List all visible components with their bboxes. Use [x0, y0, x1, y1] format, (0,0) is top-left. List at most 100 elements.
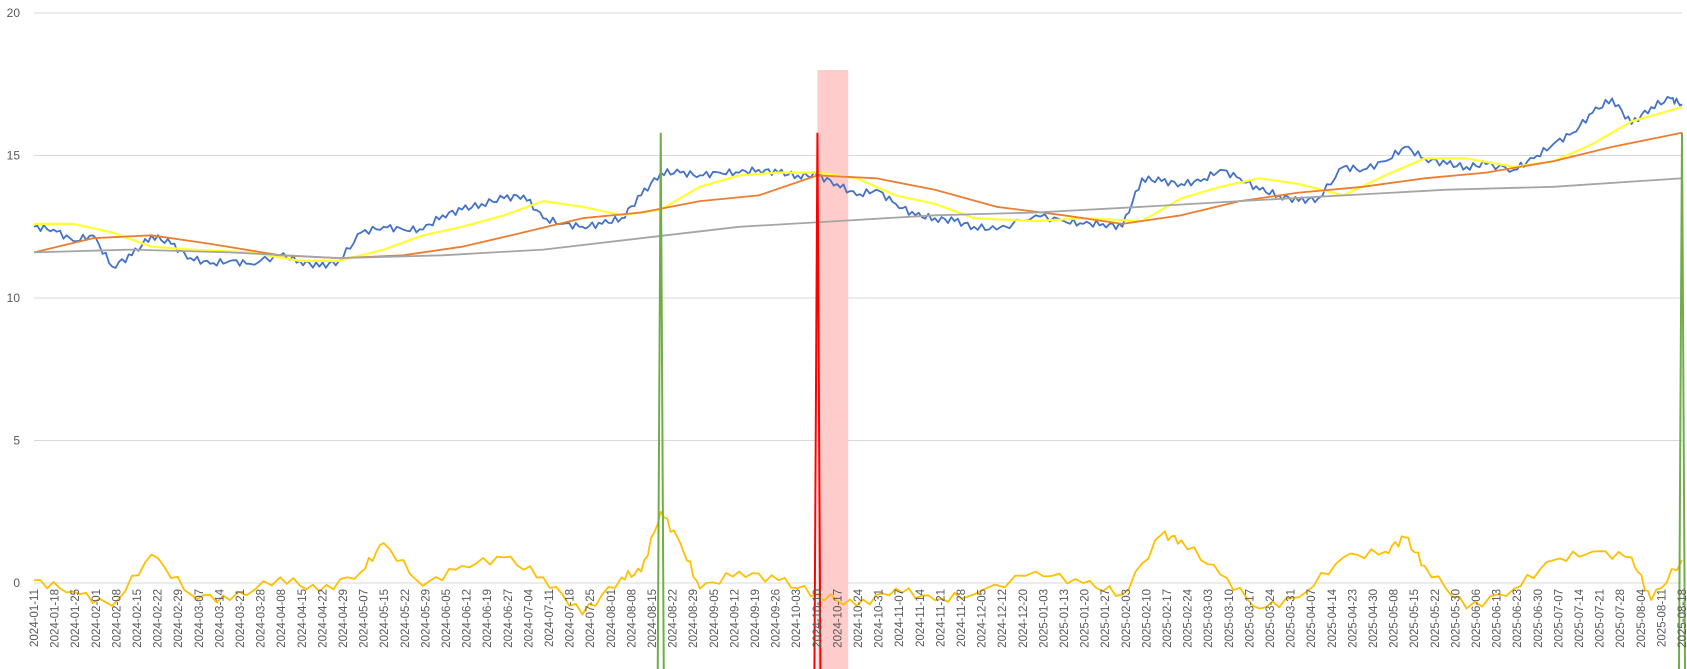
spike-line — [1678, 132, 1686, 669]
x-tick-label: 2025-05-30 — [1450, 589, 1462, 648]
x-tick-label: 2024-09-05 — [709, 589, 721, 648]
spike-line — [656, 132, 665, 669]
x-tick-label: 2024-10-03 — [791, 589, 803, 648]
x-tick-label: 2024-02-15 — [132, 589, 144, 648]
y-tick-label: 20 — [7, 6, 21, 20]
x-tick-label: 2025-05-22 — [1430, 589, 1442, 648]
x-tick-label: 2024-08-22 — [668, 589, 680, 648]
x-tick-label: 2024-06-05 — [441, 589, 453, 648]
x-tick-label: 2025-02-10 — [1141, 589, 1153, 648]
x-tick-label: 2024-11-28 — [956, 589, 968, 647]
x-tick-label: 2024-10-31 — [874, 589, 886, 648]
x-tick-label: 2024-12-05 — [977, 589, 989, 648]
x-tick-label: 2024-05-29 — [420, 589, 432, 648]
x-tick-label: 2025-05-15 — [1409, 589, 1421, 648]
x-tick-label: 2024-07-04 — [523, 588, 535, 647]
x-tick-label: 2024-03-14 — [214, 588, 226, 647]
x-tick-label: 2025-06-06 — [1471, 589, 1483, 648]
x-tick-label: 2024-11-07 — [894, 589, 906, 647]
x-tick-label: 2025-06-13 — [1492, 589, 1504, 648]
x-tick-label: 2024-04-22 — [317, 589, 329, 648]
x-tick-label: 2025-07-14 — [1574, 588, 1586, 647]
x-tick-label: 2024-08-29 — [688, 589, 700, 648]
x-tick-label: 2024-09-26 — [771, 589, 783, 648]
x-tick-label: 2024-02-08 — [111, 589, 123, 648]
x-tick-label: 2024-08-01 — [606, 589, 618, 648]
x-tick-label: 2025-03-03 — [1203, 589, 1215, 648]
x-tick-label: 2024-10-17 — [832, 589, 844, 648]
series-line — [33, 177, 1683, 259]
x-axis-ticks: 2024-01-11 2024-01-18 2024-01-25 2024-02-01… — [29, 588, 1687, 647]
x-tick-label: 2024-05-22 — [400, 589, 412, 648]
x-tick-label: 2024-03-28 — [256, 589, 268, 648]
x-tick-label: 2025-01-27 — [1100, 589, 1112, 648]
x-tick-label: 2024-06-12 — [462, 589, 474, 648]
x-tick-label: 2024-07-18 — [565, 589, 577, 648]
y-tick-label: 0 — [13, 576, 20, 590]
x-tick-label: 2024-08-15 — [647, 589, 659, 648]
x-tick-label: 2024-08-08 — [626, 589, 638, 648]
y-tick-label: 5 — [13, 434, 20, 448]
x-tick-label: 2025-04-23 — [1347, 589, 1359, 648]
x-tick-label: 2025-08-04 — [1636, 588, 1648, 647]
x-tick-label: 2025-03-31 — [1286, 589, 1298, 648]
x-tick-label: 2024-06-27 — [503, 589, 515, 648]
x-tick-label: 2025-08-11 — [1656, 589, 1668, 647]
x-tick-label: 2024-11-21 — [935, 589, 947, 647]
spike-line — [813, 132, 822, 669]
x-tick-label: 2024-01-25 — [70, 589, 82, 648]
x-tick-label: 2024-09-12 — [729, 589, 741, 648]
x-tick-label: 2024-04-29 — [338, 589, 350, 648]
x-tick-label: 2025-05-08 — [1389, 589, 1401, 648]
x-tick-label: 2025-04-07 — [1306, 589, 1318, 648]
x-tick-label: 2025-06-23 — [1512, 589, 1524, 648]
x-tick-label: 2025-06-30 — [1533, 589, 1545, 648]
x-tick-label: 2025-07-07 — [1553, 589, 1565, 648]
x-tick-label: 2024-07-11 — [544, 589, 556, 647]
x-tick-label: 2024-01-18 — [50, 589, 62, 648]
y-tick-label: 10 — [7, 291, 21, 305]
x-tick-label: 2025-04-14 — [1327, 588, 1339, 647]
x-tick-label: 2025-02-17 — [1162, 589, 1174, 648]
x-tick-label: 2024-02-01 — [91, 589, 103, 648]
x-tick-label: 2024-12-12 — [997, 589, 1009, 648]
x-tick-label: 2025-07-21 — [1595, 589, 1607, 648]
shaded-region — [817, 70, 849, 669]
series-line — [34, 510, 1683, 616]
gridlines — [34, 12, 1682, 584]
series-lines — [33, 95, 1683, 616]
x-tick-label: 2024-03-07 — [194, 589, 206, 648]
x-tick-label: 2024-06-19 — [482, 589, 494, 648]
x-tick-label: 2024-04-15 — [297, 589, 309, 648]
x-tick-label: 2024-07-25 — [585, 589, 597, 648]
spike-markers — [656, 132, 1686, 669]
series-line — [33, 95, 1683, 269]
x-tick-label: 2024-02-22 — [153, 589, 165, 648]
x-tick-label: 2024-05-15 — [379, 589, 391, 648]
x-tick-label: 2025-07-28 — [1615, 589, 1627, 648]
x-tick-label: 2025-08-18 — [1677, 589, 1687, 648]
x-tick-label: 2024-03-21 — [235, 589, 247, 648]
x-tick-label: 2024-09-19 — [750, 589, 762, 648]
x-tick-label: 2025-03-24 — [1265, 588, 1277, 647]
x-tick-label: 2024-12-20 — [1018, 589, 1030, 648]
x-tick-label: 2024-04-08 — [276, 589, 288, 648]
x-tick-label: 2025-04-30 — [1368, 589, 1380, 648]
x-tick-label: 2024-10-24 — [853, 588, 865, 647]
x-tick-label: 2025-01-03 — [1038, 589, 1050, 648]
x-tick-label: 2025-03-17 — [1244, 589, 1256, 648]
x-tick-label: 2024-10-10 — [812, 589, 824, 648]
shaded-band — [817, 70, 849, 669]
x-tick-label: 2025-02-24 — [1183, 588, 1195, 647]
x-tick-label: 2024-01-11 — [29, 589, 41, 647]
x-tick-label: 2025-02-03 — [1121, 589, 1133, 648]
y-tick-label: 15 — [7, 149, 21, 163]
x-tick-label: 2024-02-29 — [173, 589, 185, 648]
x-tick-label: 2025-03-10 — [1224, 589, 1236, 648]
y-axis-ticks: 0 5 10 15 20 — [7, 6, 21, 590]
series-line — [34, 106, 1683, 262]
x-tick-label: 2024-11-14 — [915, 588, 927, 647]
x-tick-label: 2024-05-07 — [359, 589, 371, 648]
x-tick-label: 2025-01-20 — [1080, 589, 1092, 648]
